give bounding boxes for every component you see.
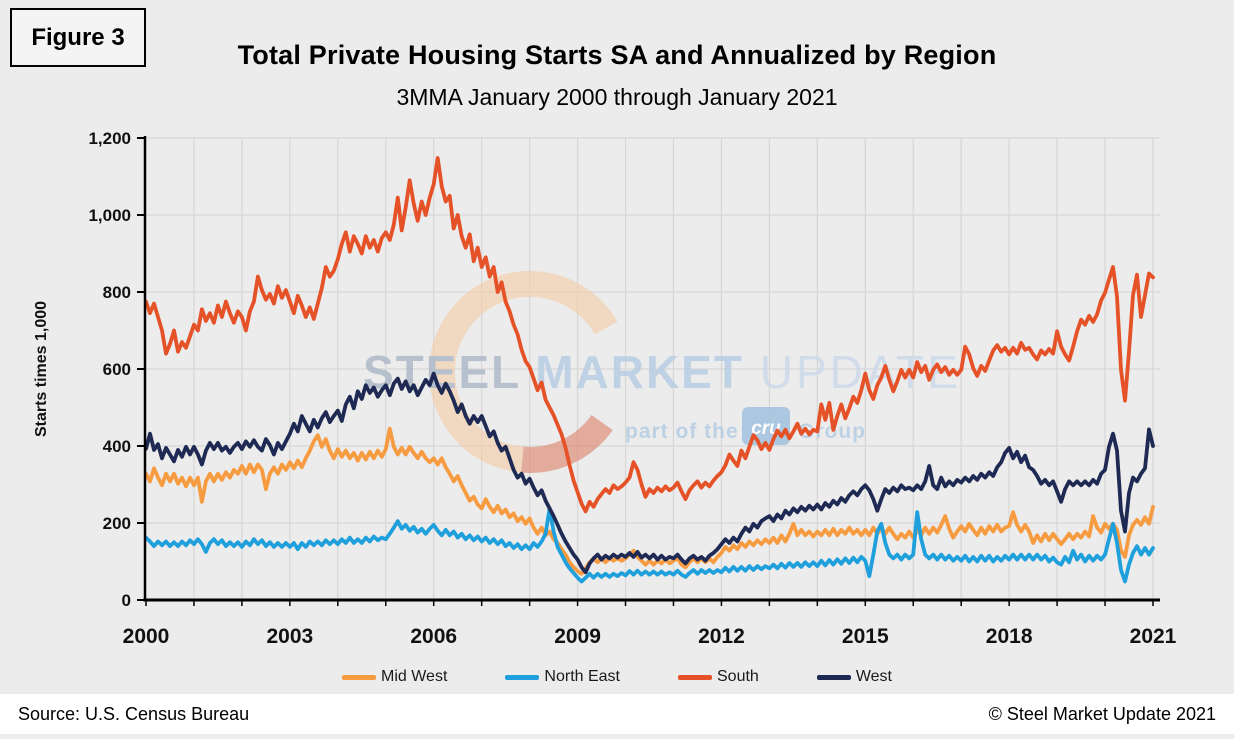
legend-swatch-icon [505,674,540,680]
legend-item-west: West [816,668,892,686]
legend-swatch-icon [816,674,851,680]
legend-item-label: Mid West [381,668,448,685]
x-tick-label: 2015 [842,625,889,648]
cru-logo-arc-icon [428,270,618,473]
x-tick-label: 2000 [123,625,170,648]
x-tick-label: 2021 [1130,625,1177,648]
legend-swatch-icon [342,674,377,680]
legend: Mid West North East South West [0,668,1234,686]
legend-item-label: South [717,668,759,685]
x-tick-label: 2012 [698,625,745,648]
y-tick-label: 200 [103,514,131,533]
source-text: Source: U.S. Census Bureau [18,703,250,724]
figure-label: Figure 3 [31,23,125,51]
gridlines [145,137,1160,600]
legend-item-south: South [678,668,759,686]
legend-swatch-icon [678,674,712,680]
y-tick-label: 800 [103,283,131,302]
figure-label-box: Figure 3 [10,8,146,67]
legend-item-north-east: North East [505,668,620,686]
y-tick-label: 1,000 [88,206,131,225]
legend-item-label: West [855,668,892,685]
watermark-tagline-post: Group [798,420,866,443]
y-tick-label: 600 [103,360,131,379]
chart-subtitle: 3MMA January 2000 through January 2021 [396,84,838,110]
y-tick-label: 0 [122,591,131,610]
series-line-north-east [144,506,1155,584]
series-line-south [144,156,1155,514]
series-line-west [144,371,1155,575]
x-tick-label: 2006 [410,625,457,648]
cru-logo-text: cru [751,418,781,439]
x-tick-label: 2009 [554,625,601,648]
series-line-mid-west [144,426,1155,576]
y-tick-label: 1,200 [88,129,131,148]
page-title: Total Private Housing Starts SA and Annu… [237,40,997,70]
watermark-brand-text: STEEL MARKET UPDATE [363,346,961,398]
y-axis-title: Starts times 1,000 [33,301,50,437]
y-tick-label: 400 [103,437,131,456]
legend-item-mid-west: Mid West [342,668,447,686]
watermark-tagline-pre: part of the [625,420,739,443]
legend-item-label: North East [544,668,620,685]
copyright-text: © Steel Market Update 2021 [988,703,1216,724]
x-tick-label: 2003 [266,625,313,648]
x-tick-label: 2018 [986,625,1033,648]
footer-band: Source: U.S. Census Bureau © Steel Marke… [0,694,1234,734]
watermark: STEEL MARKET UPDATE part of the cru Group [363,270,961,473]
